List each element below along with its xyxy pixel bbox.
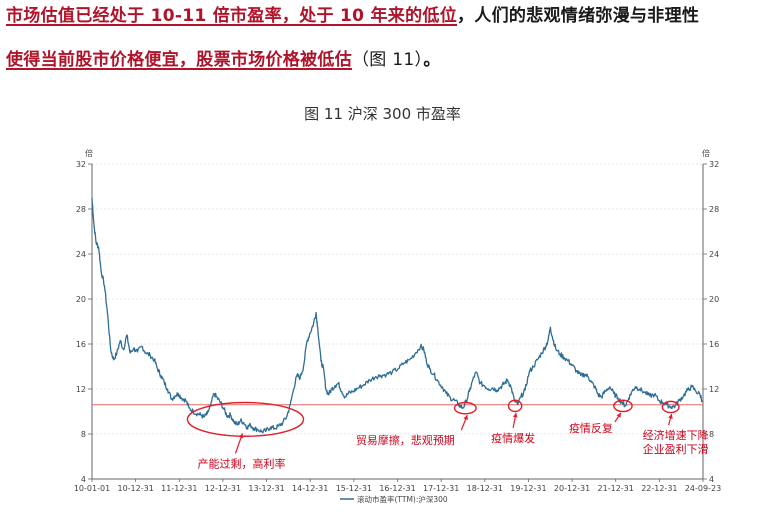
- y-tick-label-right: 32: [709, 160, 719, 169]
- annotation-label-overcapacity: 产能过剩，高利率: [197, 456, 285, 470]
- paragraph-line-2: 使得当前股市价格便宜，股票市场价格被低估（图 11）。: [6, 45, 441, 70]
- x-tick-label: 19-12-31: [510, 484, 546, 493]
- x-tick-label: 22-12-31: [641, 484, 677, 493]
- annotation-arrow-pandemic-head: [512, 412, 518, 418]
- x-tick-label: 21-12-31: [598, 484, 634, 493]
- figure-reference: （图 11）: [352, 50, 424, 70]
- x-tick-label: 17-12-31: [423, 484, 459, 493]
- annotation-arrow-slowdown-head: [668, 414, 673, 419]
- annotation-label-pandemic: 疫情爆发: [491, 431, 535, 445]
- y-tick-label-left: 32: [76, 160, 86, 169]
- y-tick-label-left: 20: [76, 295, 86, 304]
- annotation-ellipse-overcapacity: [186, 401, 305, 437]
- x-tick-label: 15-12-31: [336, 484, 372, 493]
- x-tick-label: 16-12-31: [379, 484, 415, 493]
- annotation-arrow-recurrence-head: [616, 412, 621, 418]
- x-tick-label: 20-12-31: [554, 484, 590, 493]
- y-tick-label-left: 16: [76, 340, 86, 349]
- annotation-label-slowdown-1: 经济增速下降: [643, 428, 709, 442]
- y-tick-label-right: 28: [709, 205, 719, 214]
- figure-title: 图 11 沪深 300 市盈率: [304, 105, 461, 123]
- annotation-arrow-overcapacity-head: [238, 433, 244, 439]
- annotation-ellipse-trade: [453, 401, 477, 415]
- annotation-label-trade: 贸易摩擦，悲观预期: [356, 433, 455, 447]
- x-tick-label: 13-12-31: [248, 484, 284, 493]
- y-tick-label-left: 24: [76, 250, 86, 259]
- y-tick-label-left: 12: [76, 385, 86, 394]
- x-tick-label: 12-12-31: [205, 484, 241, 493]
- annotation-ellipse-recurrence: [613, 399, 633, 413]
- y-tick-label-right: 24: [709, 250, 719, 259]
- y-tick-label-left: 28: [76, 205, 86, 214]
- y-tick-label-right: 8: [709, 430, 714, 439]
- x-tick-label: 10-12-31: [117, 484, 153, 493]
- x-tick-label: 10-01-01: [74, 484, 110, 493]
- paragraph-line-1: 市场估值已经处于 10-11 倍市盈率，处于 10 年来的低位，人们的悲观情绪弥…: [6, 1, 699, 26]
- annotation-label-slowdown-2: 企业盈利下滑: [643, 442, 709, 456]
- legend-label: 滚动市盈率(TTM):沪深300: [357, 494, 448, 504]
- x-tick-label: 14-12-31: [292, 484, 328, 493]
- series-line-pe-ttm: [91, 197, 703, 434]
- annotation-ellipse-slowdown: [661, 400, 680, 414]
- highlight-text: 市场估值已经处于 10-11 倍市盈率，处于 10 年来的低位: [6, 6, 457, 26]
- y-tick-label-left: 4: [81, 475, 86, 484]
- highlight-text-2: 使得当前股市价格便宜，股票市场价格被低估: [6, 50, 352, 70]
- period: 。: [423, 50, 441, 70]
- paragraph-text: ，人们的悲观情绪弥漫与非理性: [457, 6, 700, 26]
- annotation-label-recurrence: 疫情反复: [569, 421, 613, 435]
- y-tick-label-right: 16: [709, 340, 719, 349]
- y-tick-label-left: 8: [81, 430, 86, 439]
- y-tick-label-right: 20: [709, 295, 719, 304]
- x-tick-label: 11-12-31: [161, 484, 197, 493]
- y-tick-label-right: 4: [709, 475, 714, 484]
- y-tick-label-right: 12: [709, 385, 719, 394]
- annotation-ellipse-pandemic: [507, 399, 523, 413]
- unit-label-left: 倍: [85, 148, 93, 158]
- x-tick-label: 24-09-23: [685, 484, 721, 493]
- annotation-arrow-trade-head: [463, 415, 468, 421]
- unit-label-right: 倍: [702, 148, 710, 158]
- x-tick-label: 18-12-31: [467, 484, 503, 493]
